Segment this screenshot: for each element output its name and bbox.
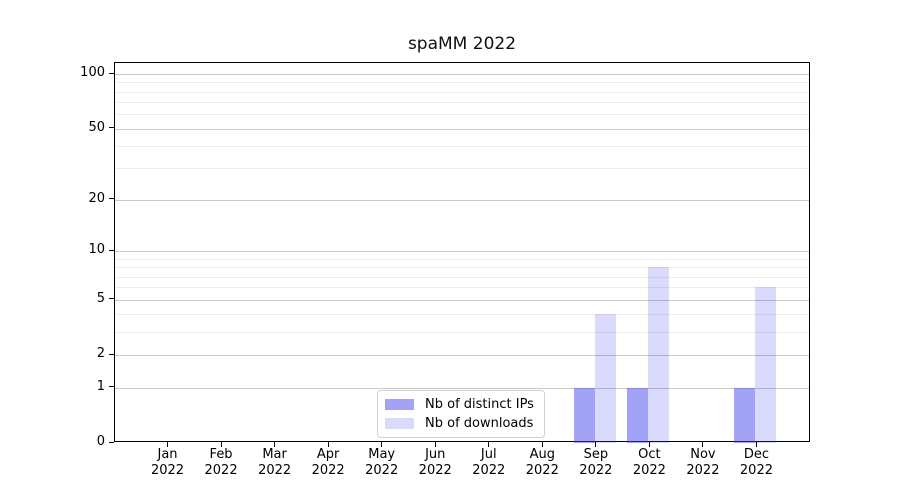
x-tick-label: Sep 2022 — [568, 447, 624, 479]
x-tick-month: Jun — [425, 447, 446, 462]
x-tick-year: 2022 — [579, 463, 613, 478]
x-tick-mark — [702, 442, 704, 447]
minor-gridline — [115, 314, 809, 316]
x-tick-label: Mar 2022 — [247, 447, 303, 479]
minor-gridline — [115, 91, 809, 93]
x-tick-mark — [595, 442, 597, 447]
x-tick-label: Aug 2022 — [514, 447, 570, 479]
x-tick-year: 2022 — [258, 463, 292, 478]
x-tick-mark — [220, 442, 222, 447]
x-tick-year: 2022 — [311, 463, 345, 478]
legend-item-distinct-ips: Nb of distinct IPs — [385, 397, 534, 412]
y-tick-label: 2 — [96, 346, 105, 362]
y-tick-label: 0 — [96, 434, 105, 449]
y-tick-mark — [109, 127, 114, 129]
x-tick-month: Nov — [690, 447, 716, 462]
y-tick-mark — [109, 298, 114, 300]
bar-distinct-ips — [573, 387, 595, 443]
y-tick-mark — [109, 249, 114, 251]
legend-label-distinct-ips: Nb of distinct IPs — [425, 397, 534, 412]
x-tick-label: Oct 2022 — [621, 447, 677, 479]
x-tick-label: Jan 2022 — [140, 447, 196, 479]
x-tick-mark — [541, 442, 543, 447]
x-tick-year: 2022 — [632, 463, 666, 478]
x-tick-month: May — [368, 447, 396, 462]
x-tick-label: Jul 2022 — [461, 447, 517, 479]
minor-gridline — [115, 168, 809, 170]
x-tick-mark — [755, 442, 757, 447]
major-gridline — [115, 355, 809, 357]
x-tick-month: Oct — [638, 447, 661, 462]
x-tick-label: Jun 2022 — [407, 447, 463, 479]
y-tick-mark — [109, 353, 114, 355]
legend-swatch-ips-icon — [385, 399, 414, 410]
major-gridline — [115, 251, 809, 253]
y-tick-label: 10 — [88, 242, 105, 258]
x-tick-month: Apr — [316, 447, 340, 462]
x-tick-mark — [167, 442, 169, 447]
legend-swatch-downloads-icon — [385, 418, 414, 429]
x-tick-month: Feb — [209, 447, 233, 462]
y-tick-label: 20 — [88, 190, 105, 206]
minor-gridline — [115, 332, 809, 334]
x-tick-label: Apr 2022 — [300, 447, 356, 479]
x-tick-month: Jul — [480, 447, 497, 462]
bar-downloads — [648, 267, 670, 443]
bar-downloads — [755, 287, 777, 443]
x-tick-month: Dec — [743, 447, 770, 462]
x-tick-label: Dec 2022 — [728, 447, 784, 479]
minor-gridline — [115, 276, 809, 278]
x-tick-year: 2022 — [739, 463, 773, 478]
bar-distinct-ips — [734, 387, 756, 443]
minor-gridline — [115, 258, 809, 260]
x-tick-mark — [274, 442, 276, 447]
y-tick-mark — [109, 386, 114, 388]
x-tick-mark — [381, 442, 383, 447]
x-tick-year: 2022 — [204, 463, 238, 478]
x-tick-label: Feb 2022 — [193, 447, 249, 479]
x-tick-mark — [434, 442, 436, 447]
minor-gridline — [115, 102, 809, 104]
legend-label-downloads: Nb of downloads — [425, 416, 534, 431]
minor-gridline — [115, 114, 809, 116]
minor-gridline — [115, 146, 809, 148]
chart-title: spaMM 2022 — [407, 34, 517, 54]
bar-distinct-ips — [627, 387, 649, 443]
major-gridline — [115, 128, 809, 130]
major-gridline — [115, 299, 809, 301]
x-tick-mark — [648, 442, 650, 447]
x-tick-year: 2022 — [365, 463, 399, 478]
y-tick-mark — [109, 441, 114, 443]
legend: Nb of distinct IPs Nb of downloads — [377, 390, 545, 438]
x-tick-year: 2022 — [686, 463, 720, 478]
y-tick-label: 50 — [88, 119, 105, 135]
y-tick-label: 5 — [96, 290, 105, 306]
x-tick-mark — [327, 442, 329, 447]
x-tick-month: Jan — [157, 447, 178, 462]
bar-downloads — [594, 314, 616, 443]
plot-area — [114, 62, 810, 443]
y-tick-label: 1 — [96, 378, 105, 394]
minor-gridline — [115, 267, 809, 269]
x-tick-year: 2022 — [418, 463, 452, 478]
major-gridline — [115, 74, 809, 76]
x-tick-mark — [488, 442, 490, 447]
x-tick-year: 2022 — [525, 463, 559, 478]
major-gridline — [115, 199, 809, 201]
major-gridline — [115, 387, 809, 389]
x-tick-label: Nov 2022 — [675, 447, 731, 479]
x-tick-month: Aug — [529, 447, 555, 462]
x-tick-year: 2022 — [150, 463, 185, 478]
minor-gridline — [115, 82, 809, 84]
y-tick-label: 100 — [80, 65, 105, 81]
x-tick-year: 2022 — [472, 463, 506, 478]
legend-item-downloads: Nb of downloads — [385, 416, 534, 431]
y-tick-mark — [109, 198, 114, 200]
minor-gridline — [115, 287, 809, 289]
y-tick-mark — [109, 72, 114, 74]
x-tick-label: May 2022 — [354, 447, 410, 479]
x-tick-month: Sep — [583, 447, 609, 462]
x-tick-month: Mar — [262, 447, 287, 462]
